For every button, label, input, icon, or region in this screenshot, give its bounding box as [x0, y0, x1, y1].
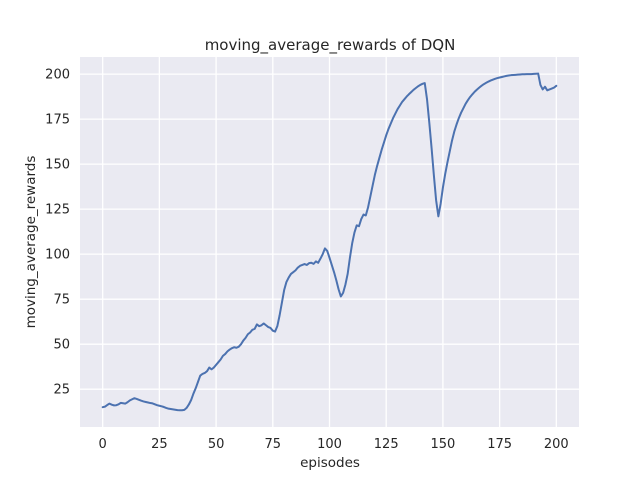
y-tick-label: 150 — [45, 158, 70, 173]
y-axis-label: moving_average_rewards — [23, 155, 39, 329]
x-axis-label: episodes — [300, 455, 360, 471]
x-tick-label: 150 — [430, 437, 455, 452]
y-tick-label: 100 — [45, 248, 70, 263]
chart-line — [101, 72, 558, 412]
y-tick-label: 50 — [53, 338, 70, 353]
x-tick-label: 50 — [208, 437, 225, 452]
x-tick-label: 175 — [487, 437, 512, 452]
chart-title: moving_average_rewards of DQN — [204, 36, 456, 54]
x-tick-label: 0 — [99, 437, 107, 452]
x-tick-label: 125 — [374, 437, 399, 452]
y-tick-label: 200 — [45, 68, 70, 83]
x-tick-label: 75 — [265, 437, 282, 452]
x-tick-label: 200 — [544, 437, 569, 452]
y-tick-label: 125 — [45, 203, 70, 218]
y-tick-label: 175 — [45, 113, 70, 128]
y-tick-label: 75 — [53, 293, 70, 308]
y-tick-label: 25 — [53, 383, 70, 398]
x-tick-label: 25 — [151, 437, 168, 452]
x-tick-label: 100 — [317, 437, 342, 452]
